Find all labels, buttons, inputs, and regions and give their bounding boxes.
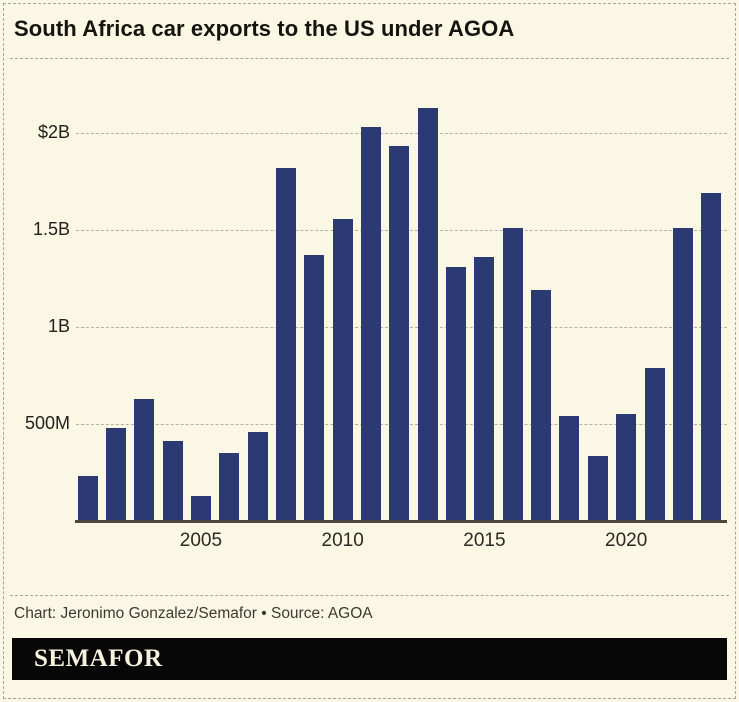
bar-2008 <box>275 167 296 521</box>
semafor-logo-text: SEMAFOR <box>34 645 163 672</box>
bar-2015 <box>474 257 495 521</box>
x-axis-label-2010: 2010 <box>321 530 364 551</box>
bar-2021 <box>644 367 665 521</box>
bar-2019 <box>587 456 608 521</box>
bar-2002 <box>105 427 126 521</box>
chart-title: South Africa car exports to the US under… <box>14 16 515 41</box>
y-axis-label-500m: 500M <box>24 413 70 433</box>
bar-2016 <box>502 228 523 521</box>
bar-2007 <box>247 431 268 521</box>
bar-2013 <box>417 107 438 521</box>
bar-2004 <box>162 440 183 521</box>
chart-credit: Chart: Jeronimo Gonzalez/Semafor • Sourc… <box>14 605 373 622</box>
bar-2012 <box>389 145 410 521</box>
semafor-logo-bar: SEMAFOR <box>12 638 727 680</box>
bar-2009 <box>304 255 325 521</box>
bar-2022 <box>672 228 693 521</box>
x-axis-line <box>75 520 727 523</box>
bar-2010 <box>332 219 353 521</box>
x-axis-label-2005: 2005 <box>179 530 223 551</box>
bar-2011 <box>361 127 381 521</box>
bar-2020 <box>616 414 637 521</box>
bar-2014 <box>446 266 467 521</box>
y-axis-label-1b: 1B <box>47 316 70 336</box>
chart-header: South Africa car exports to the US under… <box>0 0 739 58</box>
footer-divider <box>10 595 729 596</box>
bar-2017 <box>531 290 552 521</box>
gridline-2b <box>76 133 727 134</box>
bar-2023 <box>701 193 722 521</box>
y-axis-label-2b: $2B <box>37 122 70 142</box>
title-divider <box>10 58 729 59</box>
y-axis-label-1.5b: 1.5B <box>32 219 70 239</box>
bar-2006 <box>219 453 240 521</box>
x-axis-label-2015: 2015 <box>463 530 506 551</box>
bar-2018 <box>559 416 580 521</box>
bar-chart: $2B 1.5B 1B 500M 2005 2010 2015 2020 <box>0 71 739 573</box>
bar-2001 <box>77 476 98 521</box>
x-axis-label-2020: 2020 <box>605 530 648 551</box>
bar-2003 <box>134 398 155 521</box>
bar-2005 <box>190 495 211 521</box>
